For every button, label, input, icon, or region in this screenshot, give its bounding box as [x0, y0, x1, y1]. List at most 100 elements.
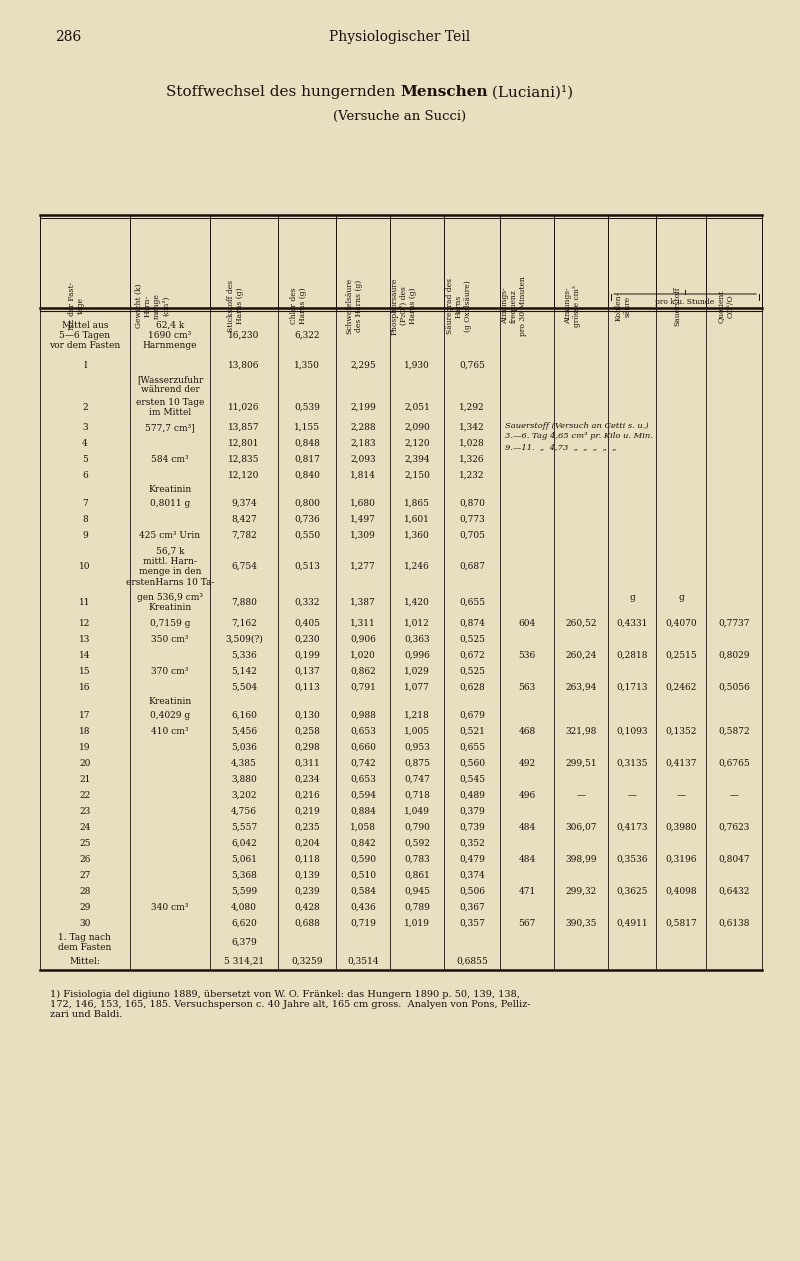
Text: 1,350: 1,350 — [294, 361, 320, 369]
Text: 7,162: 7,162 — [231, 619, 257, 628]
Text: 2,183: 2,183 — [350, 439, 376, 448]
Text: 321,98: 321,98 — [566, 728, 597, 736]
Text: 0,510: 0,510 — [350, 871, 376, 880]
Text: 1,930: 1,930 — [404, 361, 430, 369]
Text: 6,042: 6,042 — [231, 839, 257, 847]
Text: 0,4331: 0,4331 — [616, 619, 648, 628]
Text: 28: 28 — [79, 886, 90, 897]
Text: [Wasserzufuhr
während der: [Wasserzufuhr während der — [137, 375, 203, 395]
Text: Menschen: Menschen — [400, 84, 488, 100]
Text: 11: 11 — [79, 598, 90, 607]
Text: 1,342: 1,342 — [459, 422, 485, 433]
Text: 0,352: 0,352 — [459, 839, 485, 847]
Text: 0,7623: 0,7623 — [718, 823, 750, 832]
Text: 0,550: 0,550 — [294, 531, 320, 540]
Text: 0,137: 0,137 — [294, 667, 320, 676]
Text: 6: 6 — [82, 472, 88, 480]
Text: 3: 3 — [82, 422, 88, 433]
Text: Physiologischer Teil: Physiologischer Teil — [330, 30, 470, 44]
Text: 536: 536 — [518, 651, 536, 660]
Text: 567: 567 — [518, 919, 536, 928]
Text: 263,94: 263,94 — [566, 683, 597, 692]
Text: 1,420: 1,420 — [404, 598, 430, 607]
Text: —: — — [627, 791, 637, 799]
Text: 0,861: 0,861 — [404, 871, 430, 880]
Text: Nr. der Fast-
tage: Nr. der Fast- tage — [68, 282, 85, 330]
Text: 0,405: 0,405 — [294, 619, 320, 628]
Text: 0,506: 0,506 — [459, 886, 485, 897]
Text: 1,028: 1,028 — [459, 439, 485, 448]
Text: 2: 2 — [82, 404, 88, 412]
Text: 30: 30 — [79, 919, 90, 928]
Text: 1,865: 1,865 — [404, 499, 430, 508]
Text: 2,051: 2,051 — [404, 404, 430, 412]
Text: 0,118: 0,118 — [294, 855, 320, 864]
Text: 2,288: 2,288 — [350, 422, 376, 433]
Text: 0,539: 0,539 — [294, 404, 320, 412]
Text: 0,4137: 0,4137 — [666, 759, 697, 768]
Text: 7,782: 7,782 — [231, 531, 257, 540]
Text: 0,1352: 0,1352 — [666, 728, 697, 736]
Text: 0,6765: 0,6765 — [718, 759, 750, 768]
Text: 0,842: 0,842 — [350, 839, 376, 847]
Text: 370 cm³: 370 cm³ — [151, 667, 189, 676]
Text: 0,311: 0,311 — [294, 759, 320, 768]
Text: 0,660: 0,660 — [350, 743, 376, 752]
Text: 0,783: 0,783 — [404, 855, 430, 864]
Text: 299,32: 299,32 — [566, 886, 597, 897]
Text: —: — — [677, 791, 686, 799]
Text: 0,687: 0,687 — [459, 562, 485, 571]
Text: 21: 21 — [79, 776, 90, 784]
Text: 0,988: 0,988 — [350, 711, 376, 720]
Text: g: g — [629, 594, 635, 603]
Text: 0,4911: 0,4911 — [616, 919, 648, 928]
Text: 604: 604 — [518, 619, 536, 628]
Text: 12: 12 — [79, 619, 90, 628]
Text: 16: 16 — [79, 683, 90, 692]
Text: 0,884: 0,884 — [350, 807, 376, 816]
Text: 0,4098: 0,4098 — [665, 886, 697, 897]
Text: 25: 25 — [79, 839, 90, 847]
Text: 1,680: 1,680 — [350, 499, 376, 508]
Text: 8,427: 8,427 — [231, 514, 257, 525]
Text: 0,489: 0,489 — [459, 791, 485, 799]
Text: 0,688: 0,688 — [294, 919, 320, 928]
Text: 584 cm³: 584 cm³ — [151, 455, 189, 464]
Text: 350 cm³: 350 cm³ — [151, 636, 189, 644]
Text: 0,545: 0,545 — [459, 776, 485, 784]
Text: (Luciani)¹): (Luciani)¹) — [487, 84, 573, 100]
Text: 0,594: 0,594 — [350, 791, 376, 799]
Text: Säuregrad des
Harns
(g Oxalsäure): Säuregrad des Harns (g Oxalsäure) — [446, 277, 472, 334]
Text: Gewicht (k)
Harn-
menge
(cm³): Gewicht (k) Harn- menge (cm³) — [134, 284, 170, 328]
Text: 0,4029 g: 0,4029 g — [150, 711, 190, 720]
Text: 0,513: 0,513 — [294, 562, 320, 571]
Text: 3,202: 3,202 — [231, 791, 257, 799]
Text: 299,51: 299,51 — [565, 759, 597, 768]
Text: 8: 8 — [82, 514, 88, 525]
Text: 0,874: 0,874 — [459, 619, 485, 628]
Text: 0,628: 0,628 — [459, 683, 485, 692]
Text: 0,739: 0,739 — [459, 823, 485, 832]
Text: Mittel:: Mittel: — [70, 957, 100, 966]
Text: 0,239: 0,239 — [294, 886, 320, 897]
Text: 390,35: 390,35 — [566, 919, 597, 928]
Text: 1,277: 1,277 — [350, 562, 376, 571]
Text: 1,360: 1,360 — [404, 531, 430, 540]
Text: 0,130: 0,130 — [294, 711, 320, 720]
Text: 306,07: 306,07 — [566, 823, 597, 832]
Text: 1,309: 1,309 — [350, 531, 376, 540]
Text: 340 cm³: 340 cm³ — [151, 903, 189, 912]
Text: Sauerstoff: Sauerstoff — [673, 286, 681, 325]
Text: 6,160: 6,160 — [231, 711, 257, 720]
Text: Quotient
CO²∕O: Quotient CO²∕O — [717, 289, 734, 323]
Text: 0,655: 0,655 — [459, 598, 485, 607]
Text: 1,020: 1,020 — [350, 651, 376, 660]
Text: 5 314,21: 5 314,21 — [224, 957, 264, 966]
Text: 2,120: 2,120 — [404, 439, 430, 448]
Text: 1,058: 1,058 — [350, 823, 376, 832]
Text: Schwefelsäure
des Harns (g): Schwefelsäure des Harns (g) — [346, 277, 363, 334]
Text: 3,880: 3,880 — [231, 776, 257, 784]
Text: 484: 484 — [518, 855, 536, 864]
Text: 0,790: 0,790 — [404, 823, 430, 832]
Text: 0,3536: 0,3536 — [616, 855, 648, 864]
